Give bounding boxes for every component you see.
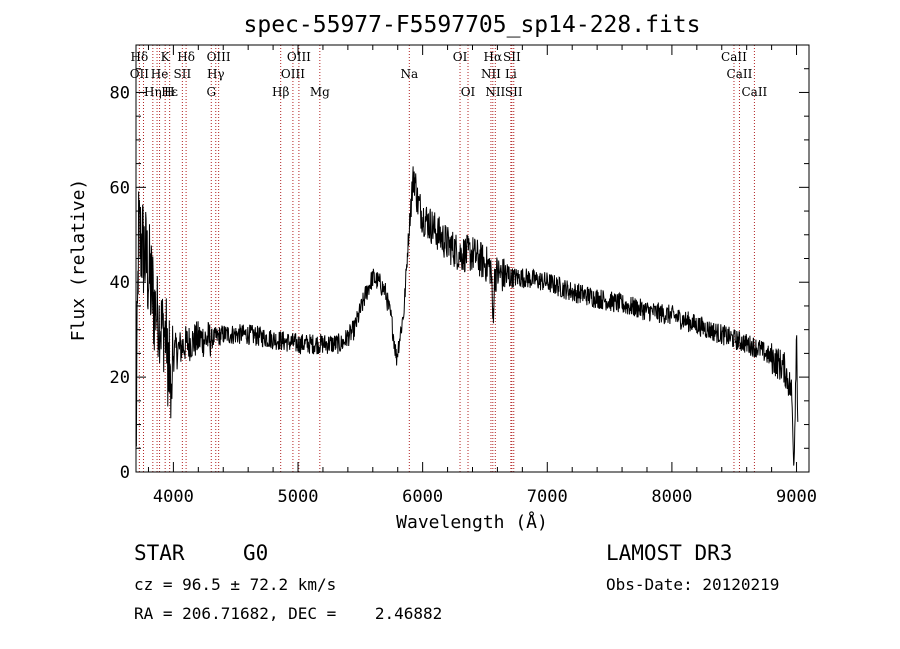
line-label: SII bbox=[505, 85, 523, 99]
obs-date-text: Obs-Date: 20120219 bbox=[606, 575, 780, 594]
coords-text: RA = 206.71682, DEC = 2.46882 bbox=[134, 604, 443, 623]
line-label: OII bbox=[130, 67, 150, 81]
line-label: OIII bbox=[287, 50, 311, 64]
axis-ticks: 4000 5000 6000 7000 8000 9000 0 20 40 60 80 bbox=[110, 45, 817, 507]
line-label: Hδ bbox=[131, 50, 149, 64]
line-label: K bbox=[161, 50, 171, 64]
line-label: G bbox=[206, 85, 216, 99]
spectrum-line bbox=[135, 166, 799, 466]
line-label: He bbox=[151, 67, 169, 81]
line-label: Hγ bbox=[207, 67, 225, 81]
line-label: H bbox=[164, 85, 174, 99]
line-label: Hβ bbox=[272, 85, 289, 99]
line-label: Hη bbox=[144, 85, 162, 99]
line-label: Na bbox=[400, 67, 418, 81]
line-label: Hα bbox=[484, 50, 503, 64]
line-label: Hε bbox=[161, 85, 178, 99]
line-label: CaII bbox=[741, 85, 767, 99]
y-tick-label: 80 bbox=[110, 83, 130, 103]
line-label: CaII bbox=[721, 50, 747, 64]
line-label: NII bbox=[481, 67, 501, 81]
line-label: CaII bbox=[727, 67, 753, 81]
x-tick-label: 8000 bbox=[651, 487, 692, 507]
line-markers bbox=[138, 45, 755, 472]
y-tick-label: 60 bbox=[110, 178, 130, 198]
line-label: Mg bbox=[310, 85, 330, 99]
line-label: OI bbox=[461, 85, 476, 99]
object-subclass: G0 bbox=[243, 541, 269, 565]
redshift-text: cz = 96.5 ± 72.2 km/s bbox=[134, 575, 337, 594]
chart-title: spec-55977-F5597705_sp14-228.fits bbox=[244, 12, 701, 38]
line-label: NII bbox=[485, 85, 505, 99]
object-class: STAR bbox=[134, 541, 185, 565]
y-tick-label: 0 bbox=[120, 463, 130, 483]
x-tick-label: 7000 bbox=[527, 487, 568, 507]
line-label: OI bbox=[453, 50, 468, 64]
x-tick-label: 9000 bbox=[776, 487, 817, 507]
survey-name: LAMOST DR3 bbox=[606, 541, 733, 565]
x-axis-label: Wavelength (Å) bbox=[396, 511, 548, 533]
x-tick-label: 5000 bbox=[278, 487, 319, 507]
line-label: SII bbox=[174, 67, 192, 81]
y-axis-label: Flux (relative) bbox=[68, 179, 89, 342]
y-tick-label: 20 bbox=[110, 368, 130, 388]
y-tick-label: 40 bbox=[110, 273, 130, 293]
x-tick-label: 6000 bbox=[402, 487, 443, 507]
line-label: Li bbox=[505, 67, 517, 81]
line-label: OIII bbox=[207, 50, 231, 64]
x-tick-label: 4000 bbox=[153, 487, 194, 507]
line-label: SII bbox=[503, 50, 521, 64]
line-label: Hδ bbox=[177, 50, 195, 64]
line-label: OIII bbox=[281, 67, 305, 81]
